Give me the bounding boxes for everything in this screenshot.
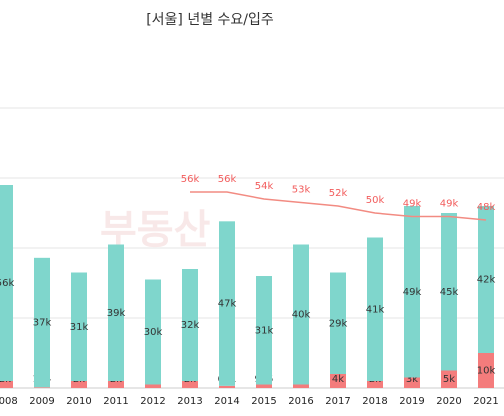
value-label: 40k [292, 310, 311, 321]
x-tick-label: 2013 [177, 396, 202, 407]
line-label: 50k [366, 195, 385, 206]
bar [256, 276, 272, 385]
x-tick-label: 2009 [29, 396, 54, 407]
value-label: 42k [477, 275, 496, 286]
bar [182, 269, 198, 381]
bar [367, 237, 383, 381]
bar [108, 381, 124, 388]
bar [219, 221, 235, 386]
x-tick-label: 2019 [399, 396, 424, 407]
line-label: 49k [403, 199, 422, 210]
value-label: 39k [107, 308, 126, 319]
value-label: 30k [144, 327, 163, 338]
value-label: 49k [403, 287, 422, 298]
x-tick-label: 2010 [66, 396, 91, 407]
line-label: 54k [255, 181, 274, 192]
bar [108, 244, 124, 381]
bar [404, 206, 420, 378]
bar [478, 353, 494, 388]
line [190, 191, 487, 221]
line-label: 52k [329, 188, 348, 199]
bar [367, 381, 383, 388]
bar [182, 381, 198, 388]
bar [71, 381, 87, 388]
bar [34, 257, 50, 388]
x-tick-label: 2008 [0, 396, 18, 407]
bar [293, 384, 309, 388]
value-label: 45k [440, 287, 459, 298]
bar [145, 279, 161, 385]
line-label: 48k [477, 202, 496, 213]
value-label: 4k [332, 374, 344, 385]
value-label: 29k [329, 318, 348, 329]
x-tick-label: 2020 [436, 396, 461, 407]
value-label: 41k [366, 304, 385, 315]
bar [441, 370, 457, 388]
bar [404, 377, 420, 388]
bar [145, 384, 161, 388]
line-label: 56k [181, 174, 200, 185]
value-label: 10k [477, 366, 496, 377]
x-tick-label: 2011 [103, 396, 128, 407]
x-tick-label: 2018 [362, 396, 387, 407]
value-label: 47k [218, 299, 237, 310]
x-tick-label: 2017 [325, 396, 350, 407]
line-label: 53k [292, 185, 311, 196]
bar [71, 272, 87, 381]
bar [0, 381, 13, 388]
chart-title: [서울] 년별 수요/입주 [146, 12, 274, 28]
value-label: 5k [443, 374, 455, 385]
bar [0, 185, 13, 381]
x-tick-label: 2012 [140, 396, 165, 407]
x-tick-label: 2016 [288, 396, 313, 407]
line-label: 49k [440, 199, 459, 210]
x-tick-label: 2014 [214, 396, 239, 407]
bar [478, 206, 494, 353]
bar [441, 213, 457, 371]
x-tick-label: 2015 [251, 396, 276, 407]
value-label: 3k [406, 374, 418, 385]
bar [330, 374, 346, 388]
value-label: 31k [255, 325, 274, 336]
bar [34, 387, 50, 388]
bar [293, 244, 309, 385]
bar [219, 385, 235, 388]
value-label: 31k [70, 322, 89, 333]
x-tick-label: 2021 [473, 396, 498, 407]
value-label: 56k [0, 278, 14, 289]
value-label: 37k [33, 318, 52, 329]
bar [330, 272, 346, 374]
value-label: 32k [181, 320, 200, 331]
line-label: 56k [218, 174, 237, 185]
bar [256, 384, 272, 388]
